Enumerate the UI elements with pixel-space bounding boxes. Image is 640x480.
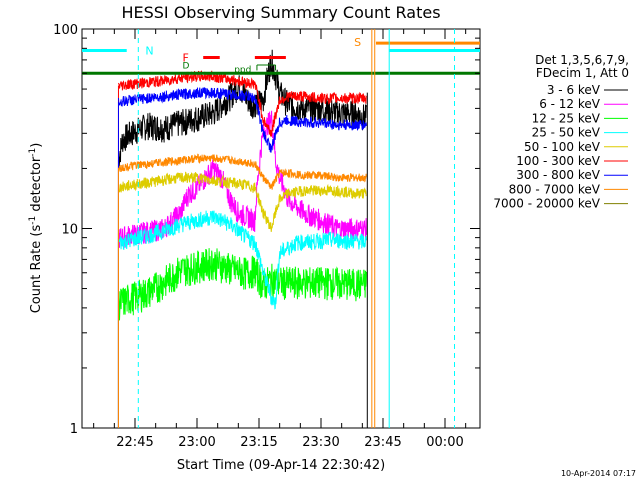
series-12_25keV [117,248,367,428]
series-group [117,49,367,428]
axes: 1 10 100 22:45 23:00 23:15 23:30 23:45 00:00 [53,23,480,450]
legend-entry-label: 50 - 100 keV [524,140,601,154]
series-25_50keV [117,210,367,428]
y-tick-label: 1 [70,422,78,437]
legend-entry-label: 800 - 7000 keV [509,182,601,196]
legend-header-1: Det 1,3,5,6,7,9, [535,53,629,67]
footer-timestamp: 10-Apr-2014 07:17 [561,469,636,478]
legend-entry-label: 100 - 300 keV [516,154,600,168]
legend-entry-label: 6 - 12 keV [539,97,601,111]
legend: Det 1,3,5,6,7,9, FDecim 1, Att 0 3 - 6 k… [493,53,629,211]
x-tick-label: 00:00 [426,435,463,450]
x-tick-label: 23:45 [364,435,401,450]
series-line [118,248,367,321]
series-line [118,87,367,153]
x-tick-label: 23:15 [240,435,277,450]
legend-entry-label: 300 - 800 keV [516,168,600,182]
legend-entry-label: 3 - 6 keV [547,83,601,97]
series-line [118,210,367,310]
y-tick-label: 10 [61,223,78,238]
x-tick-label: 23:00 [178,435,215,450]
x-axis-label: Start Time (09-Apr-14 22:30:42) [177,458,385,473]
legend-entry-label: 12 - 25 keV [532,111,601,125]
y-tick-label: 100 [53,23,78,38]
flare-label: F [183,51,189,64]
decim-label: D [183,61,190,71]
saa-label: S [354,36,361,49]
y-axis-label: Count Rate (s-1 detector-1) [28,143,44,314]
series-line [118,70,367,138]
legend-entry-label: 25 - 50 keV [532,126,601,140]
legend-entry-label: 7000 - 20000 keV [493,197,600,211]
series-line [118,171,367,232]
x-tick-label: 23:30 [302,435,339,450]
ppd-label: ppd [234,65,251,75]
chart-title: HESSI Observing Summary Count Rates [121,3,440,22]
night-label: N [145,45,153,58]
series-800_7000keV [117,153,367,428]
series-line [118,153,367,190]
legend-header-2: FDecim 1, Att 0 [536,66,629,80]
x-tick-label: 22:45 [116,435,153,450]
